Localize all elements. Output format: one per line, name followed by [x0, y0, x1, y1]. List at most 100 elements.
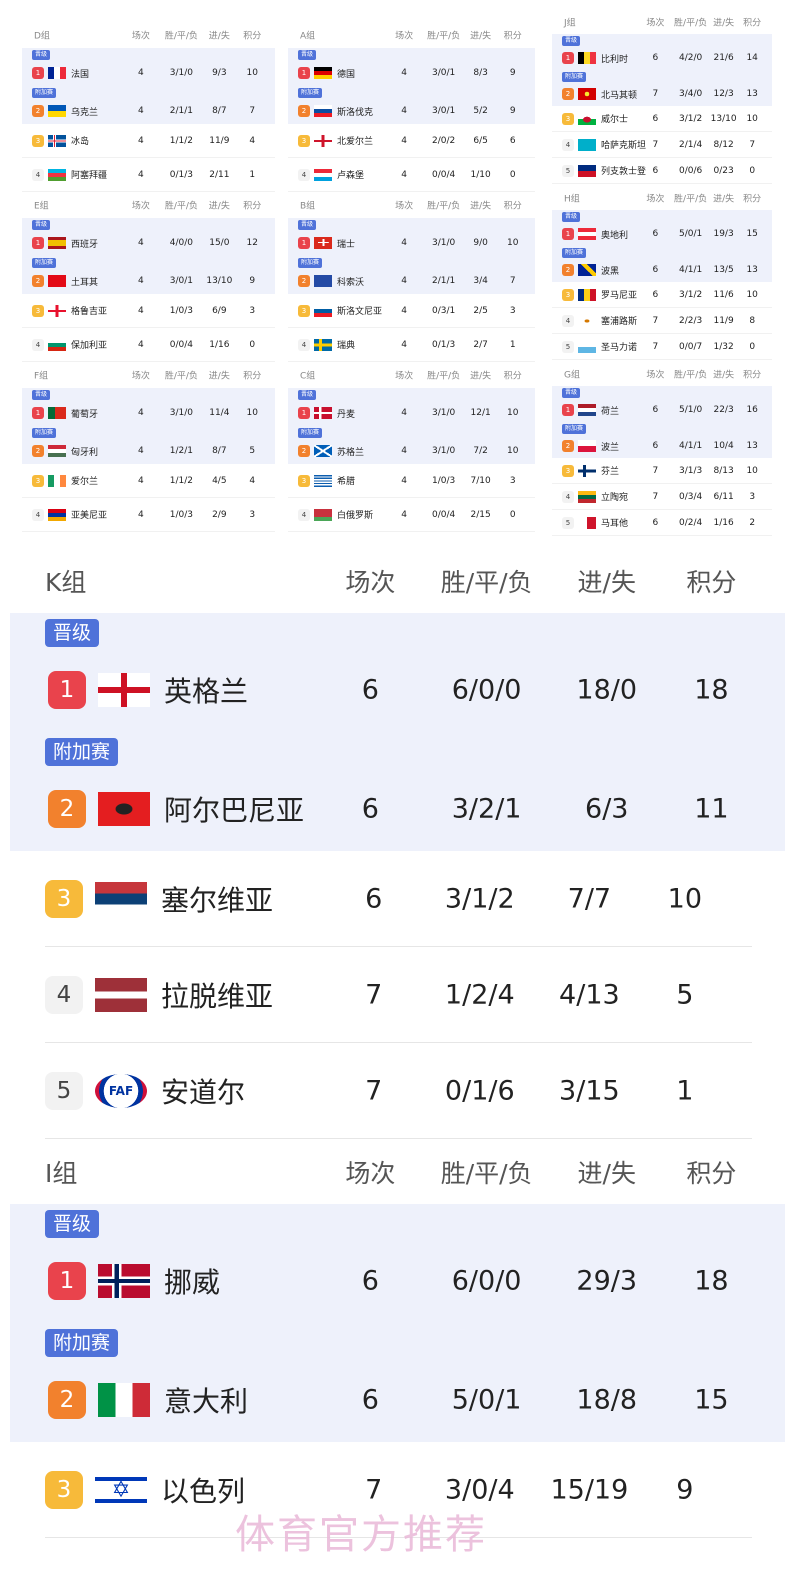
team-row[interactable]: 3 北爱尔兰 4 2/0/2 6/5 6 — [288, 124, 535, 158]
team-row[interactable]: 3 斯洛文尼亚 4 0/3/1 2/5 3 — [288, 294, 535, 328]
team-pts: 10 — [507, 446, 519, 456]
team-row[interactable]: 3 塞尔维亚 6 3/1/2 7/7 10 — [10, 851, 785, 947]
team-name[interactable]: 奥地利 — [601, 230, 629, 241]
team-row[interactable]: 附加赛 2 斯洛伐克 4 3/0/1 5/2 9 — [288, 86, 535, 124]
qualified-badge: 晋级 — [32, 390, 51, 400]
team-name[interactable]: 英格兰 — [164, 674, 249, 708]
team-row[interactable]: 晋级 1 法国 4 3/1/0 9/3 10 — [22, 48, 275, 86]
team-row[interactable]: 附加赛 2 北马其顿 7 3/4/0 12/3 13 — [552, 70, 772, 106]
team-name[interactable]: 比利时 — [601, 54, 629, 65]
team-name[interactable]: 威尔士 — [601, 115, 629, 125]
team-row[interactable]: 3 芬兰 7 3/1/3 8/13 10 — [552, 458, 772, 484]
team-row[interactable]: 3 ✡ 以色列 7 3/0/4 15/19 9 — [10, 1442, 785, 1538]
qualified-badge: 晋级 — [32, 220, 51, 230]
team-name[interactable]: 意大利 — [164, 1384, 249, 1418]
team-row[interactable]: 附加赛 2 波黑 6 4/1/1 13/5 13 — [552, 246, 772, 282]
team-row[interactable]: 3 爱尔兰 4 1/1/2 4/5 4 — [22, 464, 275, 498]
team-name[interactable]: 挪威 — [164, 1265, 221, 1299]
team-name[interactable]: 波兰 — [601, 442, 620, 453]
team-name[interactable]: 白俄罗斯 — [337, 511, 374, 521]
team-row[interactable]: 附加赛 2 土耳其 4 3/0/1 13/10 9 — [22, 256, 275, 294]
team-gf-ga: 8/7 — [212, 106, 227, 116]
team-name[interactable]: 希腊 — [337, 477, 356, 487]
team-name[interactable]: 圣马力诺 — [601, 343, 638, 353]
team-row[interactable]: 5 马耳他 6 0/2/4 1/16 2 — [552, 510, 772, 536]
team-row[interactable]: 晋级 1 德国 4 3/0/1 8/3 9 — [288, 48, 535, 86]
team-name[interactable]: 波黑 — [601, 266, 620, 277]
team-name[interactable]: 苏格兰 — [337, 447, 365, 458]
team-name[interactable]: 德国 — [337, 69, 356, 80]
team-name[interactable]: 亚美尼亚 — [71, 511, 108, 521]
team-name[interactable]: 拉脱维亚 — [161, 979, 274, 1013]
team-name[interactable]: 马耳他 — [601, 519, 629, 529]
team-row[interactable]: 附加赛 2 匈牙利 4 1/2/1 8/7 5 — [22, 426, 275, 464]
team-name[interactable]: 西班牙 — [71, 239, 99, 250]
team-row[interactable]: 附加赛 2 波兰 6 4/1/1 10/4 13 — [552, 422, 772, 458]
team-row[interactable]: 晋级 1 丹麦 4 3/1/0 12/1 10 — [288, 388, 535, 426]
team-name[interactable]: 立陶宛 — [601, 493, 629, 503]
team-name[interactable]: 保加利亚 — [71, 341, 108, 351]
team-row[interactable]: 4 哈萨克斯坦 7 2/1/4 8/12 7 — [552, 132, 772, 158]
team-row[interactable]: 4 拉脱维亚 7 1/2/4 4/13 5 — [10, 947, 785, 1043]
team-row[interactable]: 4 瑞典 4 0/1/3 2/7 1 — [288, 328, 535, 362]
team-name[interactable]: 北爱尔兰 — [337, 137, 374, 147]
team-row[interactable]: 3 罗马尼亚 6 3/1/2 11/6 10 — [552, 282, 772, 308]
team-name[interactable]: 荷兰 — [601, 406, 620, 417]
team-name[interactable]: 斯洛伐克 — [337, 107, 374, 118]
team-row[interactable]: 晋级 1 荷兰 6 5/1/0 22/3 16 — [552, 386, 772, 422]
team-row[interactable]: 3 威尔士 6 3/1/2 13/10 10 — [552, 106, 772, 132]
team-name[interactable]: 列支敦士登 — [601, 167, 647, 177]
team-row[interactable]: 晋级 1 比利时 6 4/2/0 21/6 14 — [552, 34, 772, 70]
team-row[interactable]: 晋级 1 奥地利 6 5/0/1 19/3 15 — [552, 210, 772, 246]
team-row[interactable]: 附加赛 2 阿尔巴尼亚 6 3/2/1 6/3 11 — [10, 732, 785, 851]
team-row[interactable]: 3 格鲁吉亚 4 1/0/3 6/9 3 — [22, 294, 275, 328]
team-row[interactable]: 附加赛 2 意大利 6 5/0/1 18/8 15 — [10, 1323, 785, 1442]
team-name[interactable]: 瑞典 — [337, 341, 356, 351]
team-row[interactable]: 晋级 1 西班牙 4 4/0/0 15/0 12 — [22, 218, 275, 256]
team-row[interactable]: 5 圣马力诺 7 0/0/7 1/32 0 — [552, 334, 772, 360]
team-row[interactable]: 5 列支敦士登 6 0/0/6 0/23 0 — [552, 158, 772, 184]
team-name[interactable]: 瑞士 — [337, 239, 356, 250]
rank-badge: 3 — [562, 464, 574, 477]
team-row-content: 4 亚美尼亚 4 1/0/3 2/9 3 — [22, 498, 275, 531]
team-name[interactable]: 阿尔巴尼亚 — [164, 793, 305, 827]
team-name[interactable]: 塞浦路斯 — [601, 317, 638, 327]
team-name[interactable]: 丹麦 — [337, 409, 356, 420]
team-row[interactable]: 4 阿塞拜疆 4 0/1/3 2/11 1 — [22, 158, 275, 192]
team-name[interactable]: 塞尔维亚 — [161, 883, 274, 917]
team-row[interactable]: 附加赛 2 乌克兰 4 2/1/1 8/7 7 — [22, 86, 275, 124]
team-row[interactable]: 附加赛 2 科索沃 4 2/1/1 3/4 7 — [288, 256, 535, 294]
team-row[interactable]: 5 FAF 安道尔 7 0/1/6 3/15 1 — [10, 1043, 785, 1139]
team-row[interactable]: 3 希腊 4 1/0/3 7/10 3 — [288, 464, 535, 498]
team-name[interactable]: 匈牙利 — [71, 447, 99, 458]
team-row[interactable]: 4 白俄罗斯 4 0/0/4 2/15 0 — [288, 498, 535, 532]
team-row[interactable]: 晋级 1 瑞士 4 3/1/0 9/0 10 — [288, 218, 535, 256]
team-row[interactable]: 晋级 1 葡萄牙 4 3/1/0 11/4 10 — [22, 388, 275, 426]
team-name[interactable]: 葡萄牙 — [71, 409, 99, 420]
team-name[interactable]: 北马其顿 — [601, 90, 638, 101]
team-name[interactable]: 冰岛 — [71, 137, 90, 147]
team-name[interactable]: 阿塞拜疆 — [71, 171, 108, 181]
team-name[interactable]: 斯洛文尼亚 — [337, 307, 383, 317]
team-name[interactable]: 法国 — [71, 69, 90, 80]
team-row[interactable]: 附加赛 2 苏格兰 4 3/1/0 7/2 10 — [288, 426, 535, 464]
team-row[interactable]: 4 保加利亚 4 0/0/4 1/16 0 — [22, 328, 275, 362]
team-row[interactable]: 3 冰岛 4 1/1/2 11/9 4 — [22, 124, 275, 158]
team-name[interactable]: 乌克兰 — [71, 107, 99, 118]
team-name[interactable]: 罗马尼亚 — [601, 291, 638, 301]
team-name[interactable]: 卢森堡 — [337, 171, 365, 181]
team-row[interactable]: 晋级 1 挪威 6 6/0/0 29/3 18 — [10, 1204, 785, 1323]
team-name[interactable]: 科索沃 — [337, 277, 365, 288]
team-name[interactable]: 格鲁吉亚 — [71, 307, 108, 317]
team-name[interactable]: 爱尔兰 — [71, 477, 99, 487]
team-row[interactable]: 4 卢森堡 4 0/0/4 1/10 0 — [288, 158, 535, 192]
team-name[interactable]: 哈萨克斯坦 — [601, 141, 647, 151]
team-name[interactable]: 以色列 — [161, 1474, 246, 1508]
team-row[interactable]: 4 塞浦路斯 7 2/2/3 11/9 8 — [552, 308, 772, 334]
team-name[interactable]: 土耳其 — [71, 277, 99, 288]
team-row[interactable]: 4 立陶宛 7 0/3/4 6/11 3 — [552, 484, 772, 510]
team-name[interactable]: 安道尔 — [161, 1075, 246, 1109]
team-row[interactable]: 晋级 1 英格兰 6 6/0/0 18/0 18 — [10, 613, 785, 732]
team-name[interactable]: 芬兰 — [601, 467, 620, 477]
team-row[interactable]: 4 亚美尼亚 4 1/0/3 2/9 3 — [22, 498, 275, 532]
